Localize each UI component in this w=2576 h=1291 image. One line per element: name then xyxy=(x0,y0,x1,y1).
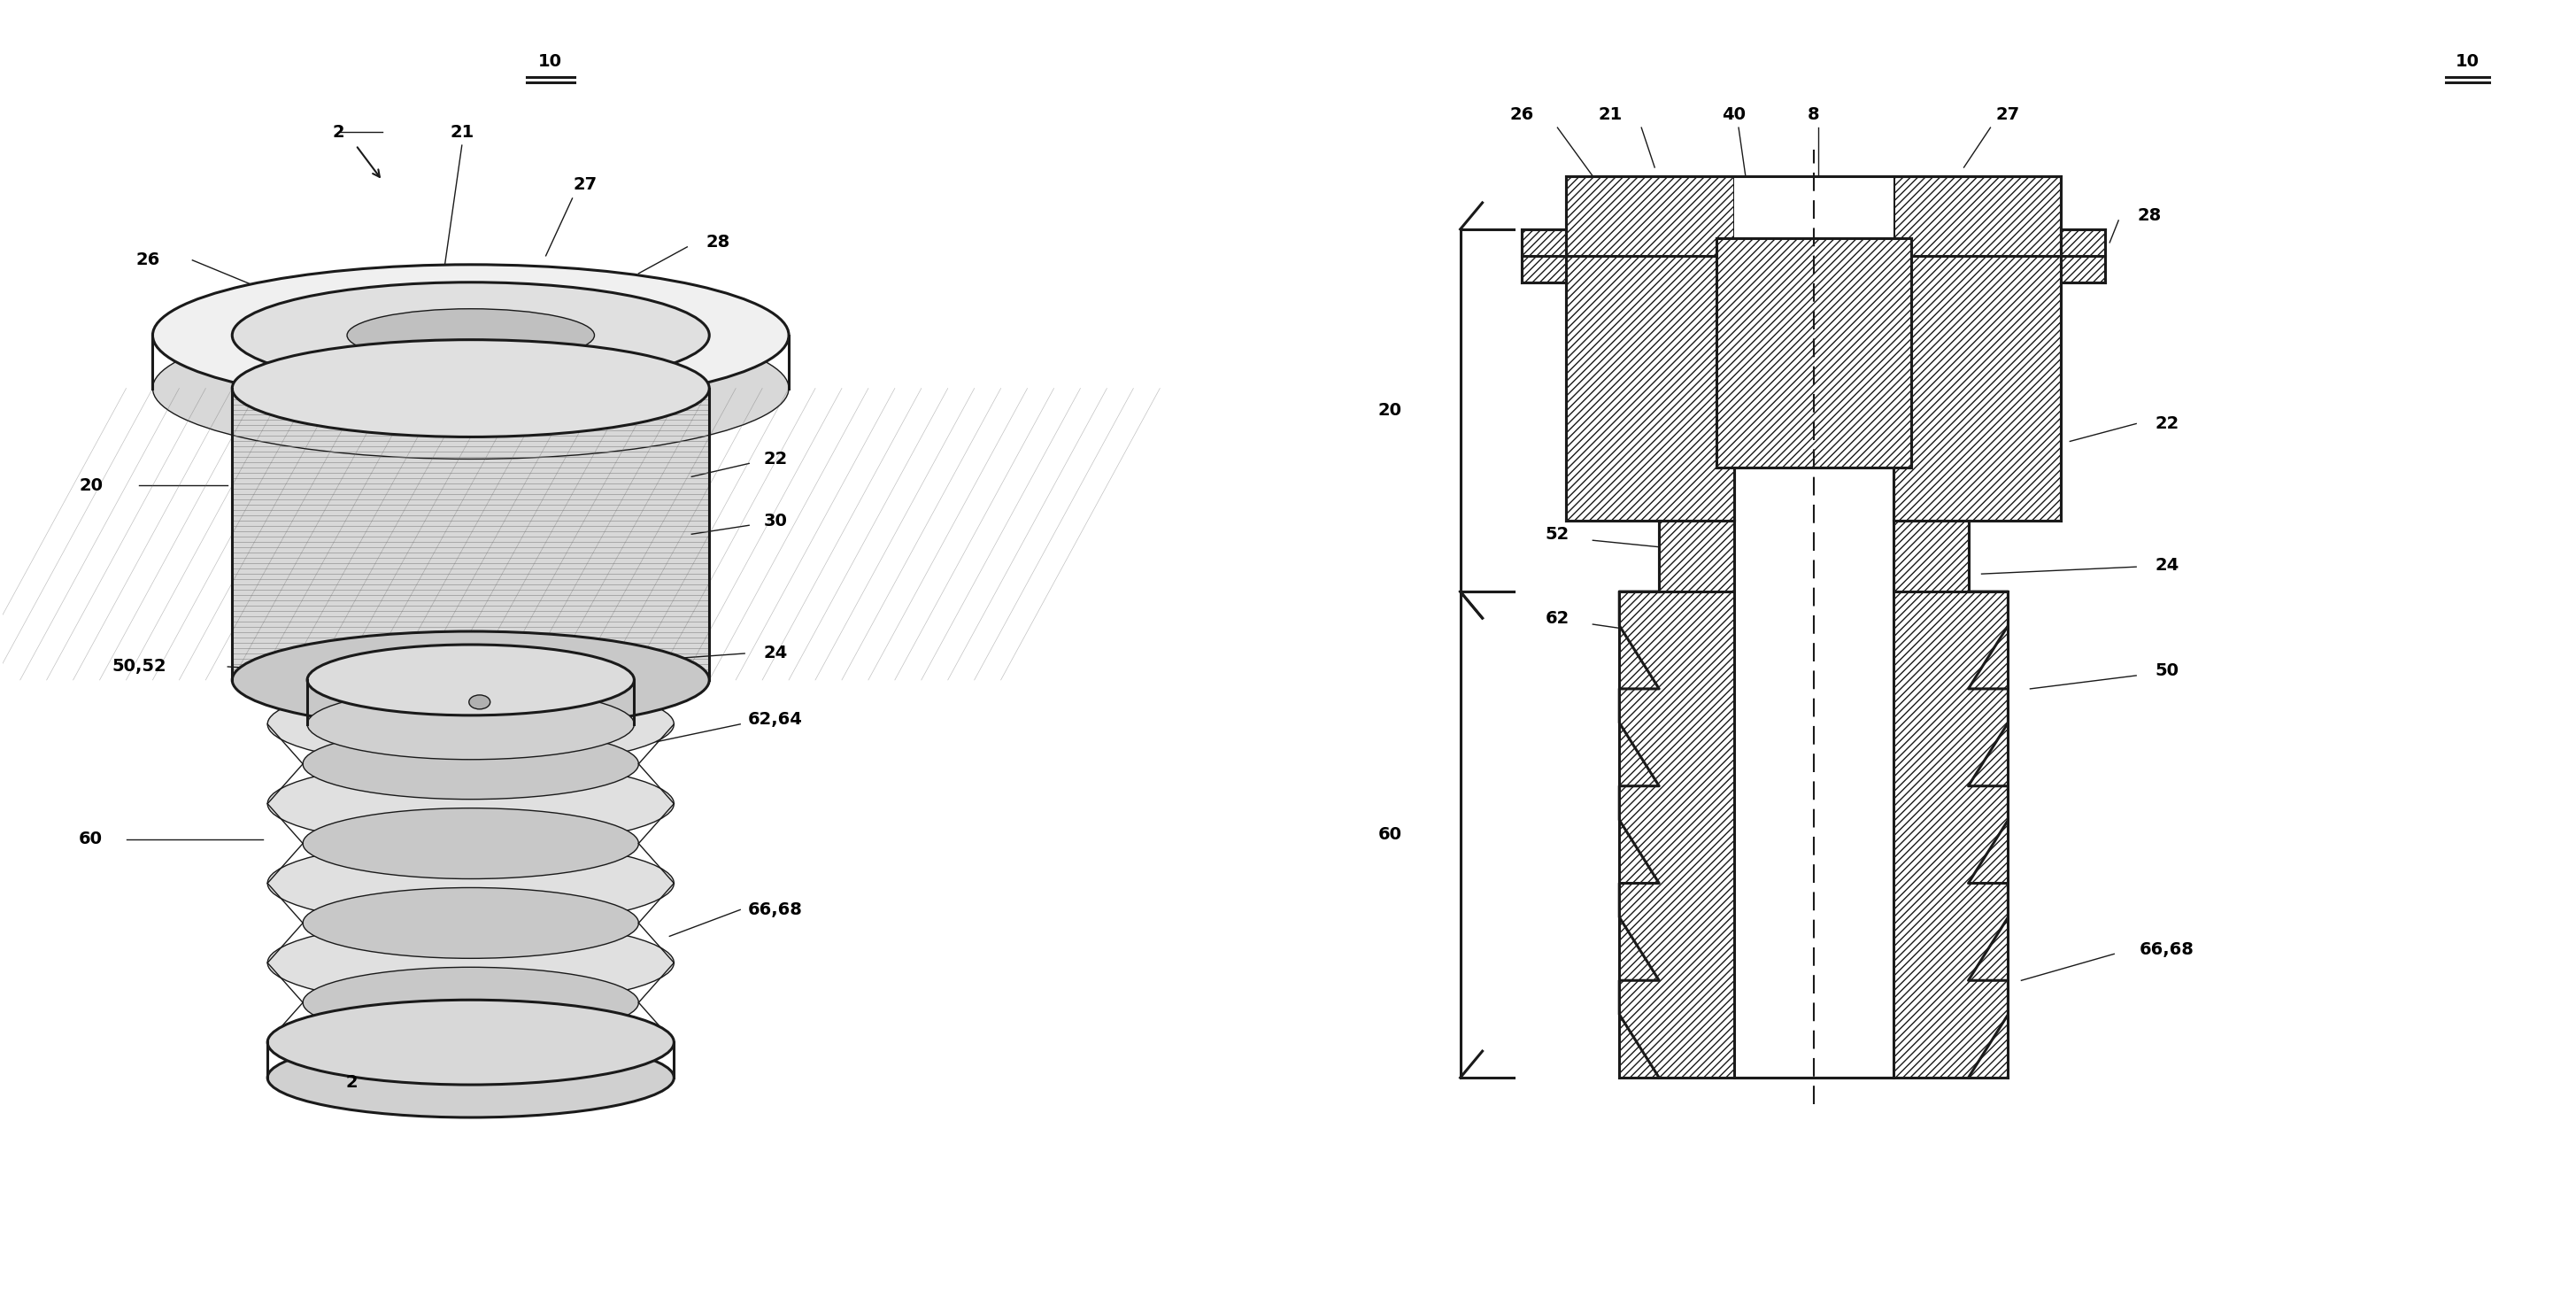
Bar xyxy=(2061,230,2105,283)
Text: 50: 50 xyxy=(2156,662,2179,679)
Text: 22: 22 xyxy=(2156,416,2179,432)
Bar xyxy=(1566,230,1734,520)
Text: 66,68: 66,68 xyxy=(747,901,804,918)
Text: 21: 21 xyxy=(451,124,474,141)
Text: 20: 20 xyxy=(1378,402,1401,418)
Bar xyxy=(1893,176,2061,256)
Ellipse shape xyxy=(304,967,639,1038)
Text: 26: 26 xyxy=(1510,106,1535,123)
Text: 26: 26 xyxy=(137,252,160,269)
Ellipse shape xyxy=(268,682,675,767)
Text: 21: 21 xyxy=(1600,106,1623,123)
Text: 24: 24 xyxy=(762,646,788,662)
Text: 60: 60 xyxy=(80,830,103,847)
Text: 40: 40 xyxy=(1723,106,1747,123)
Bar xyxy=(1734,176,1893,256)
Text: 20: 20 xyxy=(80,478,103,494)
Bar xyxy=(1566,176,1734,256)
Bar xyxy=(307,680,634,724)
Text: 27: 27 xyxy=(574,177,598,194)
Ellipse shape xyxy=(469,695,489,709)
Text: 22: 22 xyxy=(762,451,788,467)
Bar xyxy=(1620,591,1734,1078)
Text: 50,52: 50,52 xyxy=(113,658,167,675)
Ellipse shape xyxy=(268,840,675,926)
Bar xyxy=(1522,230,1566,283)
Ellipse shape xyxy=(304,728,639,799)
Bar xyxy=(1716,238,1911,467)
Text: 30: 30 xyxy=(762,513,788,529)
Ellipse shape xyxy=(232,283,708,389)
Text: 10: 10 xyxy=(538,53,562,70)
Ellipse shape xyxy=(152,318,788,460)
Text: 52: 52 xyxy=(1546,525,1569,542)
Text: 2: 2 xyxy=(345,1074,358,1091)
Bar xyxy=(1566,230,1734,520)
Bar xyxy=(1734,591,1893,1078)
Text: 27: 27 xyxy=(1996,106,2020,123)
Ellipse shape xyxy=(304,808,639,879)
Ellipse shape xyxy=(307,689,634,759)
Bar xyxy=(1893,520,1968,591)
Text: 8: 8 xyxy=(1808,106,1819,123)
Text: 28: 28 xyxy=(2138,208,2161,225)
Ellipse shape xyxy=(307,644,634,715)
Ellipse shape xyxy=(268,1001,675,1084)
Text: 62: 62 xyxy=(1546,609,1569,626)
Ellipse shape xyxy=(268,1001,675,1084)
Text: 66,68: 66,68 xyxy=(2141,941,2195,958)
Ellipse shape xyxy=(304,888,639,958)
Bar xyxy=(1893,591,2009,1078)
Text: 60: 60 xyxy=(1378,826,1401,843)
Bar xyxy=(1893,230,2061,520)
Ellipse shape xyxy=(348,309,595,361)
Text: 2: 2 xyxy=(332,124,345,141)
Text: 28: 28 xyxy=(706,234,729,250)
Ellipse shape xyxy=(232,631,708,728)
Ellipse shape xyxy=(232,340,708,436)
Text: 24: 24 xyxy=(2156,556,2179,573)
Ellipse shape xyxy=(268,920,675,1006)
Ellipse shape xyxy=(268,1038,675,1118)
Ellipse shape xyxy=(152,265,788,405)
Text: 62,64: 62,64 xyxy=(747,711,804,728)
Ellipse shape xyxy=(268,762,675,846)
Text: 10: 10 xyxy=(2455,53,2481,70)
Bar xyxy=(232,389,708,680)
Bar xyxy=(1659,520,1734,591)
Bar xyxy=(1734,520,1893,591)
